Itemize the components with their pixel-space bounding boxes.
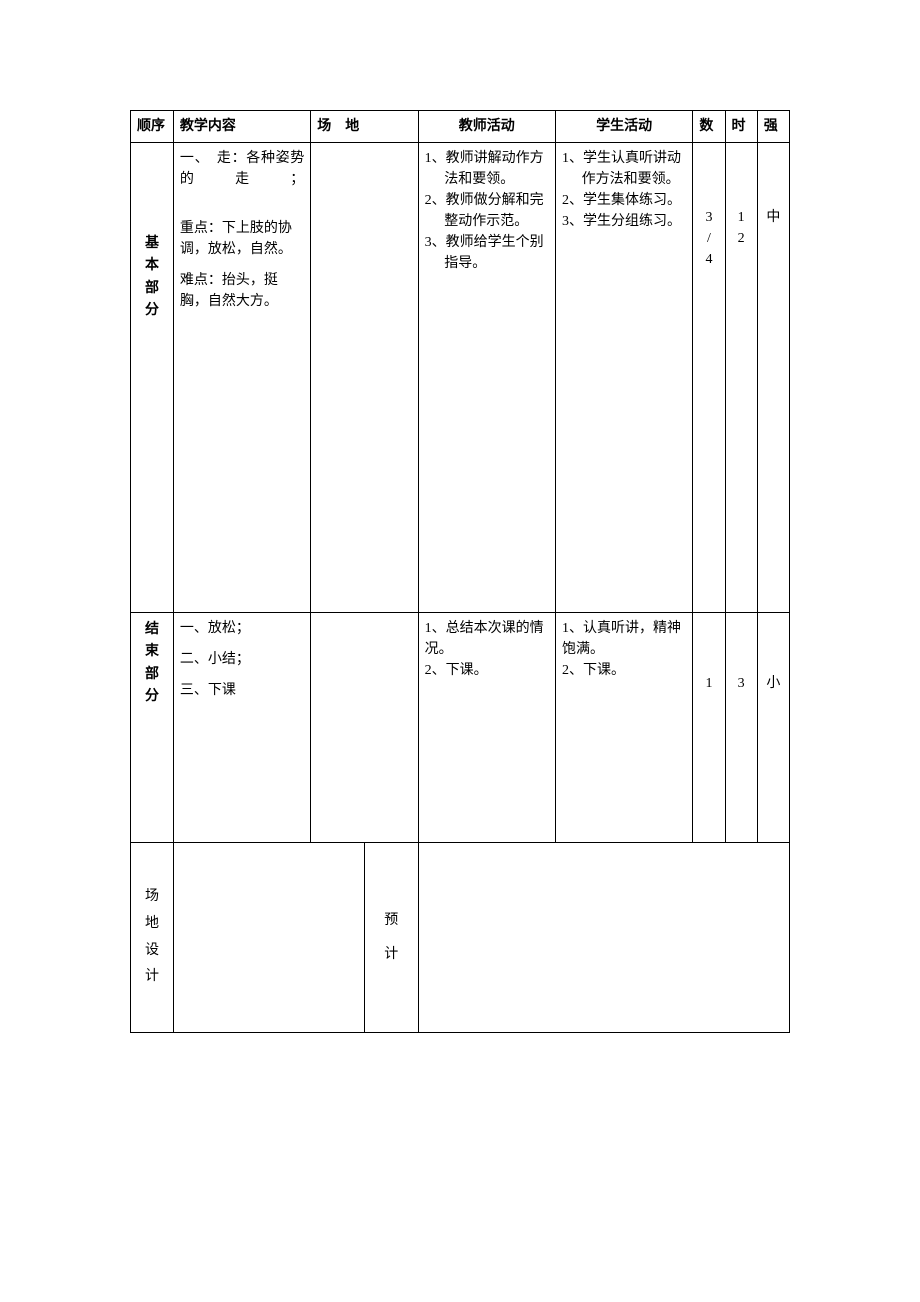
basic-part-num: 3/4	[693, 143, 725, 613]
col-header-seq: 顺序	[131, 111, 174, 143]
content-item: 二、小结；	[180, 649, 304, 670]
content-keypoint: 重点：下上肢的协调，放松，自然。	[180, 218, 304, 260]
col-header-venue: 场 地	[311, 111, 418, 143]
venue-design-label: 场地设计	[131, 843, 174, 1033]
end-part-teacher: 1、总结本次课的情况。 2、下课。	[418, 613, 555, 843]
content-title: 一、 走：各种姿势的走；	[180, 148, 304, 190]
header-row: 顺序 教学内容 场 地 教师活动 学生活动 数 时 强	[131, 111, 790, 143]
end-part-venue	[311, 613, 418, 843]
col-header-teacher: 教师活动	[418, 111, 555, 143]
end-part-student: 1、认真听讲，精神饱满。 2、下课。	[555, 613, 692, 843]
student-item: 2、学生集体练习。	[582, 190, 687, 211]
end-part-content: 一、放松； 二、小结； 三、下课	[173, 613, 310, 843]
teacher-item: 1、教师讲解动作方法和要领。	[444, 148, 549, 190]
basic-part-time: 12	[725, 143, 757, 613]
content-item: 三、下课	[180, 680, 304, 701]
teacher-item: 3、教师给学生个别指导。	[444, 232, 549, 274]
col-header-num: 数	[693, 111, 725, 143]
col-header-time: 时	[725, 111, 757, 143]
basic-part-label: 基本部分	[131, 143, 174, 613]
teacher-item: 2、教师做分解和完整动作示范。	[444, 190, 549, 232]
student-item: 2、下课。	[562, 660, 686, 681]
basic-part-row: 基本部分 一、 走：各种姿势的走； 重点：下上肢的协调，放松，自然。 难点：抬头…	[131, 143, 790, 613]
student-item: 1、认真听讲，精神饱满。	[562, 618, 686, 660]
basic-part-student: 1、学生认真听讲动作方法和要领。 2、学生集体练习。 3、学生分组练习。	[555, 143, 692, 613]
col-header-content: 教学内容	[173, 111, 310, 143]
basic-part-content: 一、 走：各种姿势的走； 重点：下上肢的协调，放松，自然。 难点：抬头，挺胸，自…	[173, 143, 310, 613]
teacher-item: 1、总结本次课的情况。	[425, 618, 549, 660]
content-hardpoint: 难点：抬头，挺胸，自然大方。	[180, 270, 304, 312]
plan-cell	[418, 843, 789, 1033]
venue-design-cell	[173, 843, 364, 1033]
end-part-row: 结束部分 一、放松； 二、小结； 三、下课 1、总结本次课的情况。 2、下课。 …	[131, 613, 790, 843]
col-header-intensity: 强	[757, 111, 789, 143]
content-item: 一、放松；	[180, 618, 304, 639]
basic-part-intensity: 中	[757, 143, 789, 613]
lesson-plan-table: 顺序 教学内容 场 地 教师活动 学生活动 数 时 强 基本部分 一、 走：各种…	[130, 110, 790, 1033]
teacher-item: 2、下课。	[425, 660, 549, 681]
end-part-time: 3	[725, 613, 757, 843]
student-item: 3、学生分组练习。	[582, 211, 687, 232]
end-part-num: 1	[693, 613, 725, 843]
end-part-label: 结束部分	[131, 613, 174, 843]
col-header-student: 学生活动	[555, 111, 692, 143]
basic-part-teacher: 1、教师讲解动作方法和要领。 2、教师做分解和完整动作示范。 3、教师给学生个别…	[418, 143, 555, 613]
plan-label: 预计	[364, 843, 418, 1033]
footer-row: 场地设计 预计	[131, 843, 790, 1033]
end-part-intensity: 小	[757, 613, 789, 843]
student-item: 1、学生认真听讲动作方法和要领。	[582, 148, 687, 190]
basic-part-venue	[311, 143, 418, 613]
